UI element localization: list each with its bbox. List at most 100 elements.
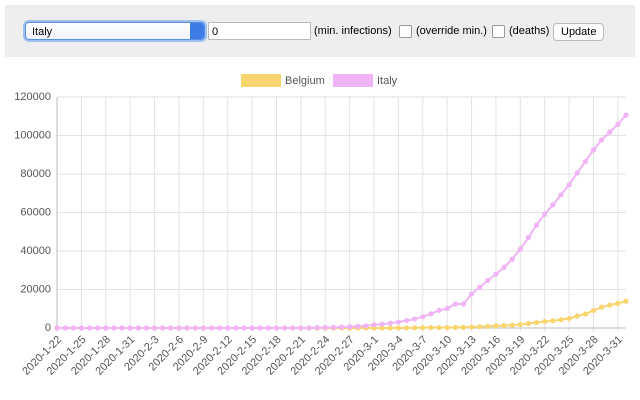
point (501, 323, 507, 329)
y-tick-label: 20000 (20, 283, 51, 295)
series-line (57, 114, 627, 329)
point (550, 202, 556, 208)
chart: 0200004000060000800001000001200002020-1-… (14, 74, 629, 378)
country-value: Italy (32, 26, 53, 38)
point (607, 302, 613, 308)
point (78, 325, 84, 331)
point (582, 158, 588, 165)
point (200, 325, 206, 331)
point (306, 325, 312, 331)
point (566, 182, 572, 188)
point (477, 284, 483, 290)
point (282, 325, 288, 331)
legend-swatch (333, 74, 373, 87)
point (477, 324, 483, 330)
point (371, 322, 377, 328)
point (566, 315, 572, 322)
point (607, 129, 613, 135)
point (355, 323, 361, 329)
point (533, 222, 540, 228)
point (517, 246, 523, 252)
y-tick-label: 120000 (14, 91, 51, 103)
point (216, 325, 223, 331)
point (412, 316, 418, 322)
point (160, 325, 166, 331)
point (249, 325, 255, 331)
point (395, 319, 401, 325)
point (257, 325, 263, 331)
legend-swatch (241, 74, 281, 87)
point (582, 311, 588, 317)
deaths-checkbox[interactable] (492, 25, 505, 38)
override-label: (override min.) (416, 25, 487, 37)
min-label: (min. infections) (314, 25, 392, 37)
point (485, 277, 491, 283)
override-checkbox[interactable] (399, 25, 412, 38)
point (62, 325, 68, 331)
point (290, 325, 296, 331)
legend-label: Belgium (285, 75, 325, 87)
y-tick-label: 0 (45, 322, 51, 334)
point (558, 192, 564, 198)
point (54, 325, 60, 331)
point (509, 322, 515, 328)
point (241, 325, 247, 331)
point (86, 325, 93, 331)
point (436, 307, 442, 313)
point (403, 325, 410, 331)
y-tick-label: 40000 (20, 245, 51, 257)
point (452, 324, 458, 330)
point (103, 325, 109, 331)
country-select[interactable]: Italy (25, 22, 205, 40)
point (623, 298, 629, 304)
point (599, 304, 605, 310)
point (574, 170, 580, 176)
y-tick-label: 100000 (14, 129, 51, 141)
point (363, 323, 369, 329)
point (412, 325, 418, 331)
point (525, 234, 532, 241)
select-arrow (190, 23, 204, 39)
point (184, 325, 190, 331)
point (379, 321, 385, 327)
point (460, 324, 467, 330)
point (468, 291, 475, 297)
point (615, 300, 621, 307)
point (493, 323, 499, 329)
point (151, 325, 158, 331)
point (493, 271, 499, 277)
point (330, 324, 336, 330)
point (444, 324, 450, 331)
deaths-label: (deaths) (509, 25, 550, 37)
point (590, 147, 597, 153)
point (444, 305, 450, 312)
y-tick-label: 80000 (20, 168, 51, 180)
point (233, 325, 239, 331)
point (314, 325, 320, 331)
point (590, 307, 597, 314)
point (322, 324, 328, 331)
point (542, 318, 548, 325)
point (95, 325, 101, 331)
point (403, 317, 410, 324)
point (623, 112, 629, 118)
point (533, 319, 540, 326)
point (558, 317, 564, 323)
point (395, 325, 401, 331)
point (550, 318, 556, 324)
point (347, 324, 353, 330)
point (428, 311, 434, 317)
point (379, 325, 385, 331)
point (168, 325, 174, 331)
point (428, 325, 434, 331)
point (460, 301, 467, 307)
point (501, 264, 507, 270)
update-button[interactable]: Update (553, 23, 605, 41)
point (525, 321, 532, 327)
point (298, 325, 304, 331)
min-input[interactable]: 0 (208, 22, 311, 40)
point (436, 324, 442, 331)
point (225, 325, 231, 331)
point (119, 325, 125, 331)
